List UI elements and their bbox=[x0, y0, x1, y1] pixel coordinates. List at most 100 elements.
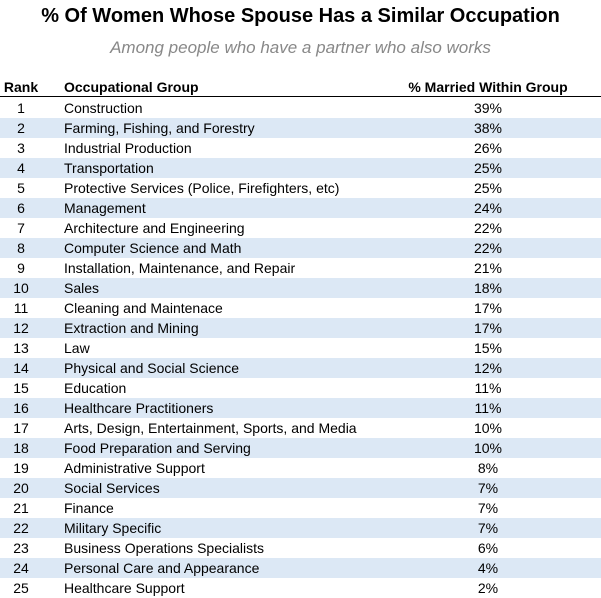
table-cell: Arts, Design, Entertainment, Sports, and… bbox=[64, 420, 357, 436]
table-row: 14 Physical and Social Science 12% bbox=[0, 358, 601, 378]
table-cell: 13 bbox=[13, 340, 29, 356]
table-row: 12 Extraction and Mining 17% bbox=[0, 318, 601, 338]
table-row: 21 Finance 7% bbox=[0, 498, 601, 518]
table-row: 3 Industrial Production 26% bbox=[0, 138, 601, 158]
table-row: 1 Construction 39% bbox=[0, 98, 601, 118]
table-cell: 2 bbox=[17, 120, 25, 136]
table-cell: 25% bbox=[473, 180, 503, 196]
table-cell: Physical and Social Science bbox=[64, 360, 240, 376]
table-row: 15 Education 11% bbox=[0, 378, 601, 398]
table-cell: 38% bbox=[473, 120, 503, 136]
table-cell: 24% bbox=[473, 200, 503, 216]
table-cell: Administrative Support bbox=[64, 460, 205, 476]
table-cell: 10 bbox=[13, 280, 29, 296]
table-cell: 22% bbox=[473, 240, 503, 256]
table-cell: Healthcare Practitioners bbox=[64, 400, 214, 416]
table-cell: 7% bbox=[477, 500, 499, 516]
table-cell: 39% bbox=[473, 100, 503, 116]
table-cell: 7 bbox=[17, 220, 25, 236]
table-cell: 11 bbox=[13, 300, 29, 316]
table-cell: Protective Services (Police, Firefighter… bbox=[64, 180, 340, 196]
table-row: 13 Law 15% bbox=[0, 338, 601, 358]
table-cell: 11% bbox=[474, 400, 502, 416]
table-cell: Transportation bbox=[64, 160, 154, 176]
table-cell: Cleaning and Maintenace bbox=[64, 300, 223, 316]
table-row: 9 Installation, Maintenance, and Repair 21… bbox=[0, 258, 601, 278]
table-cell: 25% bbox=[473, 160, 503, 176]
table-cell: 10% bbox=[473, 420, 503, 436]
table-row: 24 Personal Care and Appearance 4% bbox=[0, 558, 601, 578]
table-cell: Installation, Maintenance, and Repair bbox=[64, 260, 296, 276]
table-cell: 7% bbox=[477, 480, 499, 496]
table-cell: 8% bbox=[477, 460, 499, 476]
table-cell: Extraction and Mining bbox=[64, 320, 199, 336]
table-cell: Farming, Fishing, and Forestry bbox=[64, 120, 255, 136]
table-cell: 4 bbox=[17, 160, 25, 176]
table-cell: 18% bbox=[473, 280, 503, 296]
table-cell: Law bbox=[64, 340, 90, 356]
table-row: 6 Management 24% bbox=[0, 198, 601, 218]
table-cell: 22 bbox=[13, 520, 29, 536]
table-cell: 2% bbox=[477, 580, 499, 596]
table-cell: Education bbox=[64, 380, 127, 396]
table-cell: Military Specific bbox=[64, 520, 162, 536]
header-row: Rank Occupational Group % Married Within… bbox=[0, 77, 601, 97]
table-row: 20 Social Services 7% bbox=[0, 478, 601, 498]
header-cell: Rank bbox=[3, 79, 39, 95]
table-cell: 12% bbox=[473, 360, 503, 376]
table-cell: 21 bbox=[13, 500, 29, 516]
table-cell: 15% bbox=[473, 340, 503, 356]
header-cell: % Married Within Group bbox=[408, 79, 568, 95]
table-cell: 3 bbox=[17, 140, 25, 156]
table-cell: Food Preparation and Serving bbox=[64, 440, 251, 456]
table-cell: 17% bbox=[473, 320, 503, 336]
table-cell: 4% bbox=[477, 560, 499, 576]
table-cell: Finance bbox=[64, 500, 114, 516]
table-row: 11 Cleaning and Maintenace 17% bbox=[0, 298, 601, 318]
table-cell: 25 bbox=[13, 580, 29, 596]
table-cell: Construction bbox=[64, 100, 143, 116]
table-row: 23 Business Operations Specialists 6% bbox=[0, 538, 601, 558]
table-cell: 19 bbox=[13, 460, 29, 476]
title: % Of Women Whose Spouse Has a Similar Oc… bbox=[41, 5, 560, 27]
table-row: 18 Food Preparation and Serving 10% bbox=[0, 438, 601, 458]
table-cell: 7% bbox=[477, 520, 499, 536]
table-cell: 9 bbox=[17, 260, 25, 276]
table-cell: 5 bbox=[17, 180, 25, 196]
table-row: 22 Military Specific 7% bbox=[0, 518, 601, 538]
table-cell: 26% bbox=[473, 140, 503, 156]
table-cell: 6% bbox=[477, 540, 499, 556]
table-row: 10 Sales 18% bbox=[0, 278, 601, 298]
table-cell: 10% bbox=[473, 440, 503, 456]
subtitle: Among people who have a partner who also… bbox=[110, 38, 491, 57]
table-row: 16 Healthcare Practitioners 11% bbox=[0, 398, 601, 418]
table-row: 17 Arts, Design, Entertainment, Sports, a… bbox=[0, 418, 601, 438]
table-cell: 18 bbox=[13, 440, 29, 456]
table-cell: 11% bbox=[474, 380, 502, 396]
table-cell: 15 bbox=[13, 380, 29, 396]
table-cell: 20 bbox=[13, 480, 29, 496]
table-cell: Social Services bbox=[64, 480, 160, 496]
table-row: 7 Architecture and Engineering 22% bbox=[0, 218, 601, 238]
table-cell: Computer Science and Math bbox=[64, 240, 242, 256]
table-cell: Architecture and Engineering bbox=[64, 220, 245, 236]
table-cell: Personal Care and Appearance bbox=[64, 560, 260, 576]
table-cell: Sales bbox=[64, 280, 100, 296]
table-cell: 21% bbox=[473, 260, 503, 276]
table-cell: Healthcare Support bbox=[64, 580, 185, 596]
table-cell: Business Operations Specialists bbox=[64, 540, 264, 556]
table-cell: 1 bbox=[17, 100, 25, 116]
table-cell: 6 bbox=[17, 200, 25, 216]
header-cell: Occupational Group bbox=[64, 79, 199, 95]
table-cell: 8 bbox=[17, 240, 25, 256]
table-cell: 17% bbox=[473, 300, 503, 316]
table-row: 19 Administrative Support 8% bbox=[0, 458, 601, 478]
table-row: 8 Computer Science and Math 22% bbox=[0, 238, 601, 258]
table-cell: Industrial Production bbox=[64, 140, 192, 156]
table-cell: Management bbox=[64, 200, 146, 216]
table-cell: 16 bbox=[13, 400, 29, 416]
table-row: 5 Protective Services (Police, Firefighte… bbox=[0, 178, 601, 198]
table-cell: 14 bbox=[13, 360, 29, 376]
table-row: 25 Healthcare Support 2% bbox=[0, 578, 601, 598]
